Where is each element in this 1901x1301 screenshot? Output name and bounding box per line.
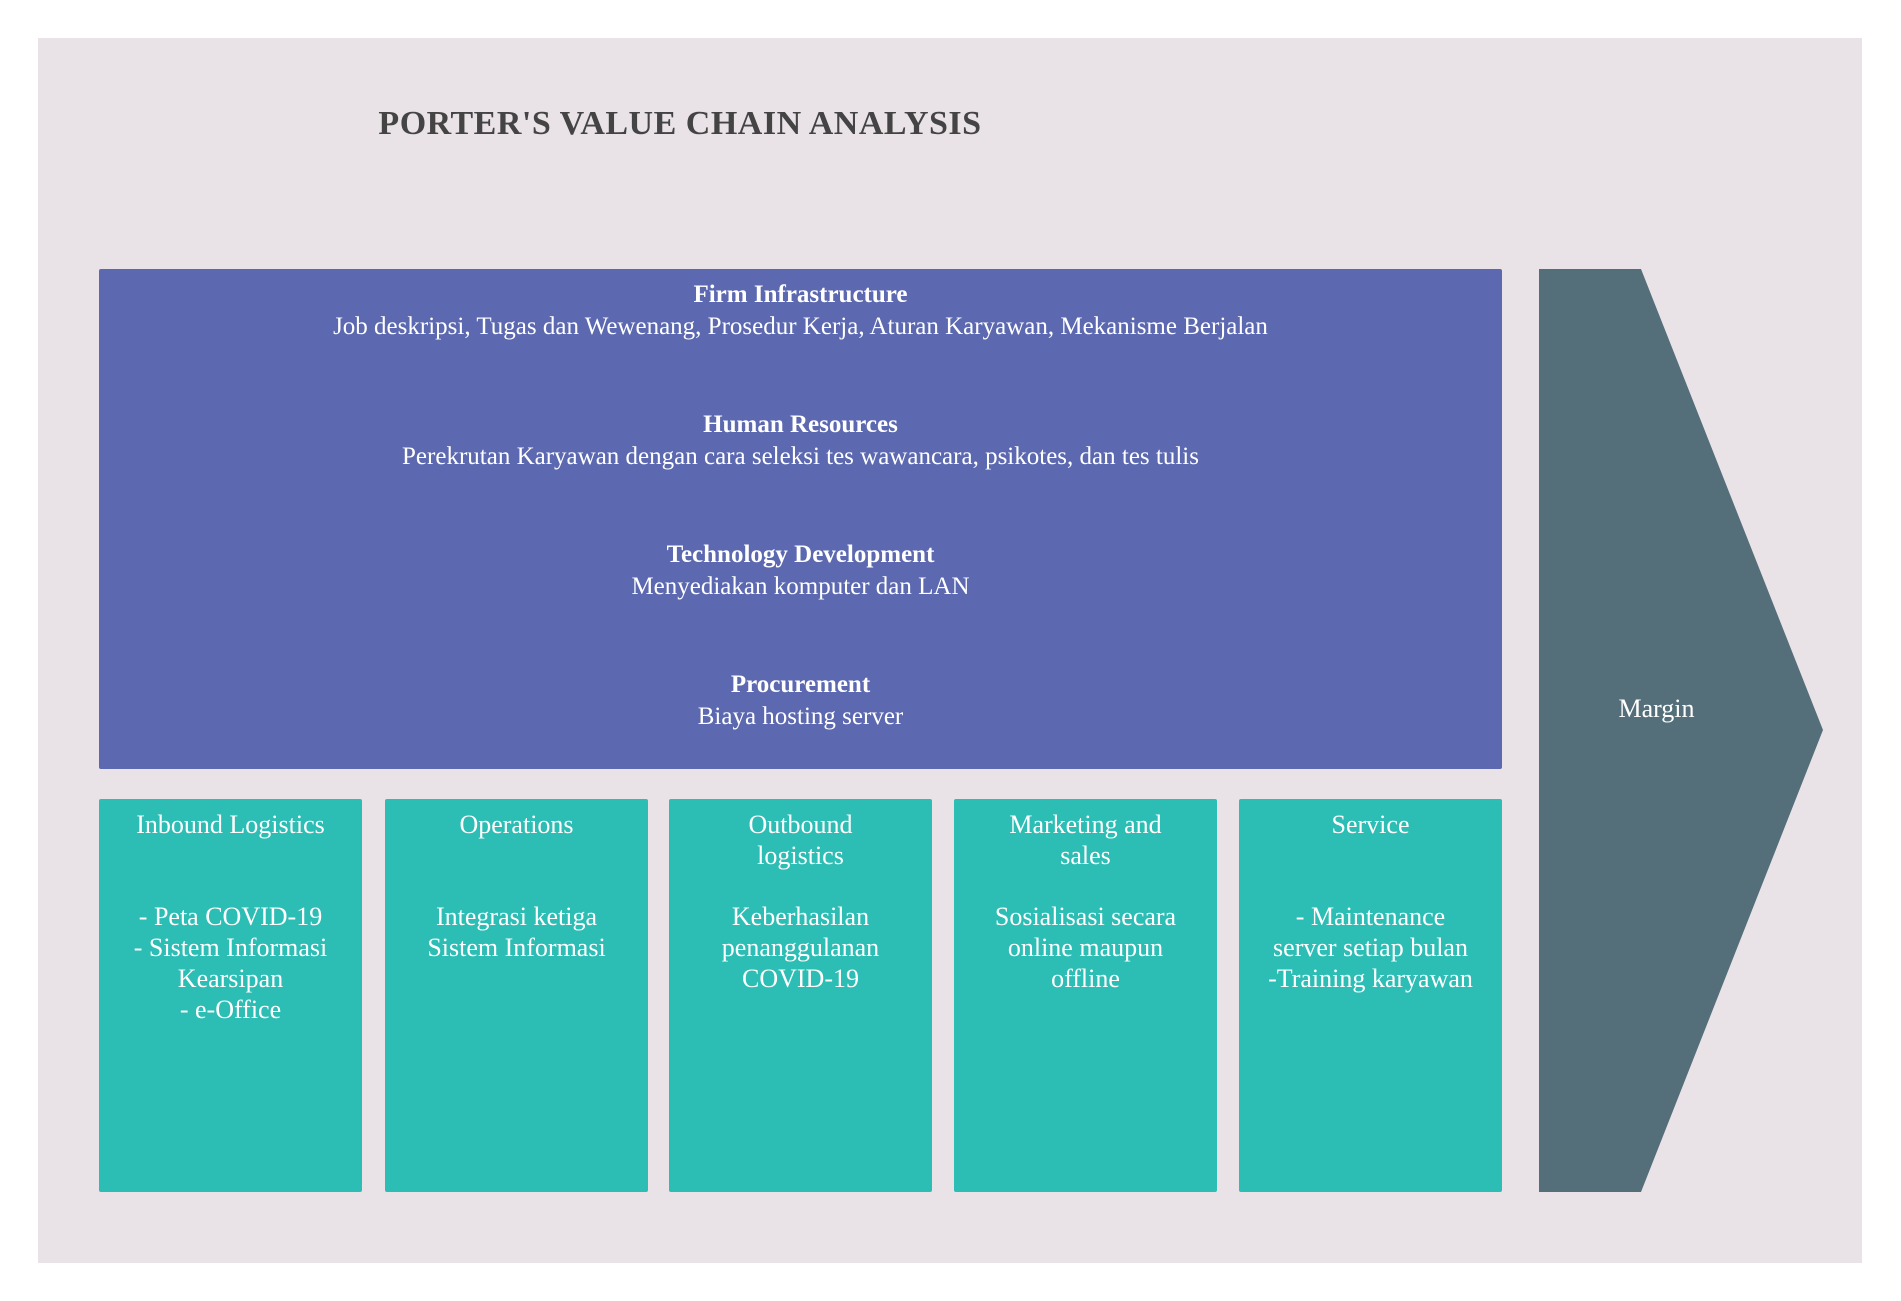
support-heading: Human Resources <box>703 411 898 438</box>
primary-description: Keberhasilan penanggulanan COVID-19 <box>721 902 880 993</box>
margin-label: Margin <box>1618 694 1695 723</box>
diagram-title: PORTER'S VALUE CHAIN ANALYSIS <box>378 105 982 142</box>
primary-heading: Outbound logistics <box>748 810 853 870</box>
primary-inbound-logistics: Inbound Logistics - Peta COVID-19 - Sist… <box>99 799 362 1192</box>
support-firm-infrastructure: Firm Infrastructure Job deskripsi, Tugas… <box>99 279 1502 343</box>
primary-description: Sosialisasi secara online maupun offline <box>994 902 1177 993</box>
margin-arrow-shape <box>1539 269 1823 1192</box>
primary-description: - Peta COVID-19 - Sistem Informasi Kears… <box>133 902 328 1024</box>
primary-outbound-logistics: Outbound logistics Keberhasilan penanggu… <box>669 799 932 1192</box>
primary-heading: Operations <box>459 810 574 839</box>
primary-operations: Operations Integrasi ketiga Sistem Infor… <box>385 799 648 1192</box>
primary-heading: Inbound Logistics <box>136 810 325 839</box>
support-description: Job deskripsi, Tugas dan Wewenang, Prose… <box>333 313 1268 340</box>
primary-description: Integrasi ketiga Sistem Informasi <box>427 902 606 962</box>
support-heading: Firm Infrastructure <box>693 281 908 308</box>
support-human-resources: Human Resources Perekrutan Karyawan deng… <box>99 409 1502 473</box>
primary-service: Service - Maintenance server setiap bula… <box>1239 799 1502 1192</box>
support-activities-block: Firm Infrastructure Job deskripsi, Tugas… <box>99 269 1502 769</box>
primary-heading: Marketing and sales <box>1009 810 1162 870</box>
support-technology-development: Technology Development Menyediakan kompu… <box>99 539 1502 603</box>
primary-description: - Maintenance server setiap bulan -Train… <box>1268 902 1473 993</box>
support-description: Biaya hosting server <box>697 703 904 730</box>
support-procurement: Procurement Biaya hosting server <box>99 669 1502 733</box>
support-heading: Technology Development <box>666 541 935 568</box>
primary-heading: Service <box>1331 810 1410 839</box>
support-description: Menyediakan komputer dan LAN <box>631 573 970 600</box>
support-description: Perekrutan Karyawan dengan cara seleksi … <box>402 443 1199 470</box>
primary-marketing-and-sales: Marketing and sales Sosialisasi secara o… <box>954 799 1217 1192</box>
support-heading: Procurement <box>730 671 871 698</box>
